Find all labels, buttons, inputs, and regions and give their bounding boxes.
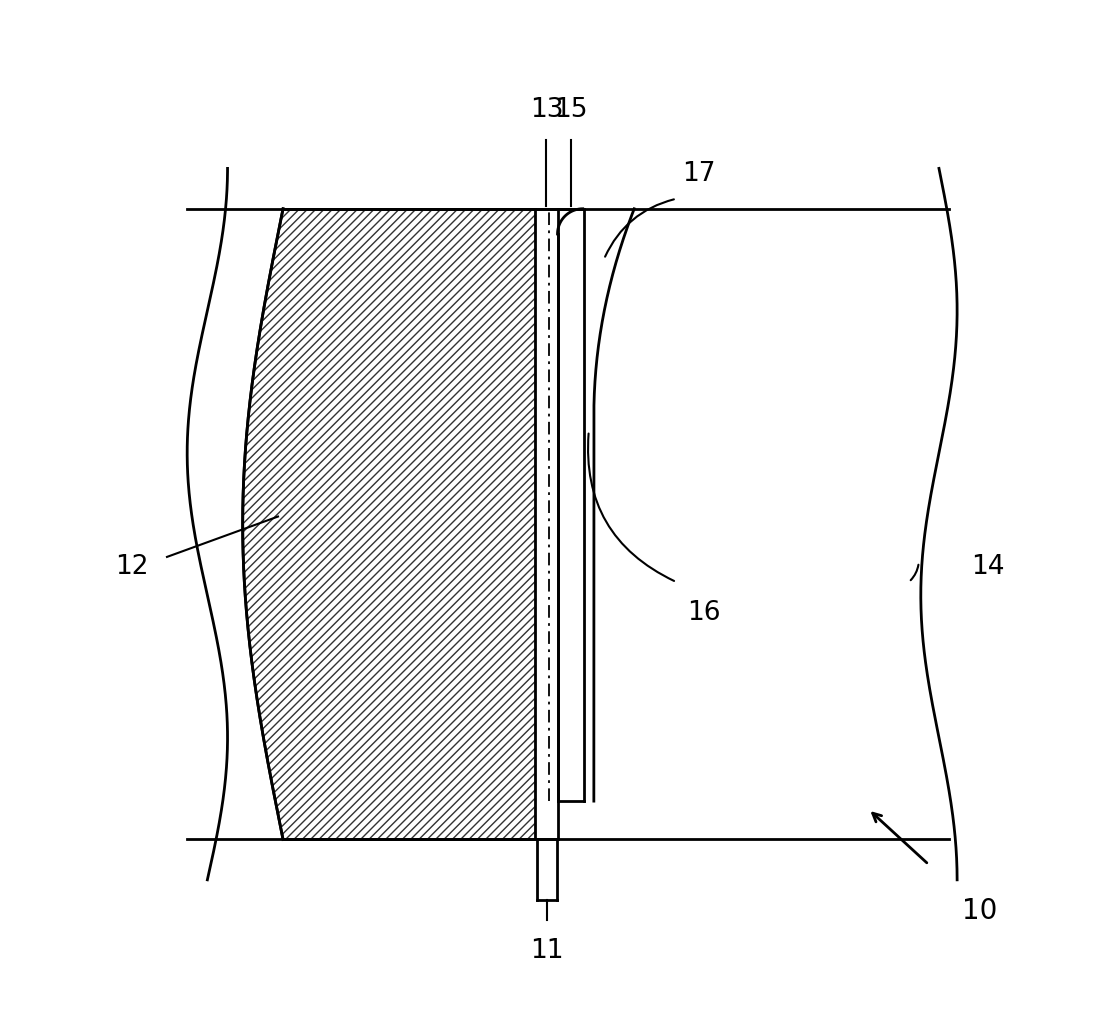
Text: 12: 12 [114,554,149,580]
Text: 15: 15 [554,97,588,123]
Text: 10: 10 [962,897,997,925]
Text: 17: 17 [682,161,715,186]
Text: 14: 14 [971,554,1004,580]
Text: 16: 16 [687,601,720,626]
Polygon shape [242,209,536,840]
Text: 11: 11 [530,938,563,965]
Text: 13: 13 [530,97,563,123]
